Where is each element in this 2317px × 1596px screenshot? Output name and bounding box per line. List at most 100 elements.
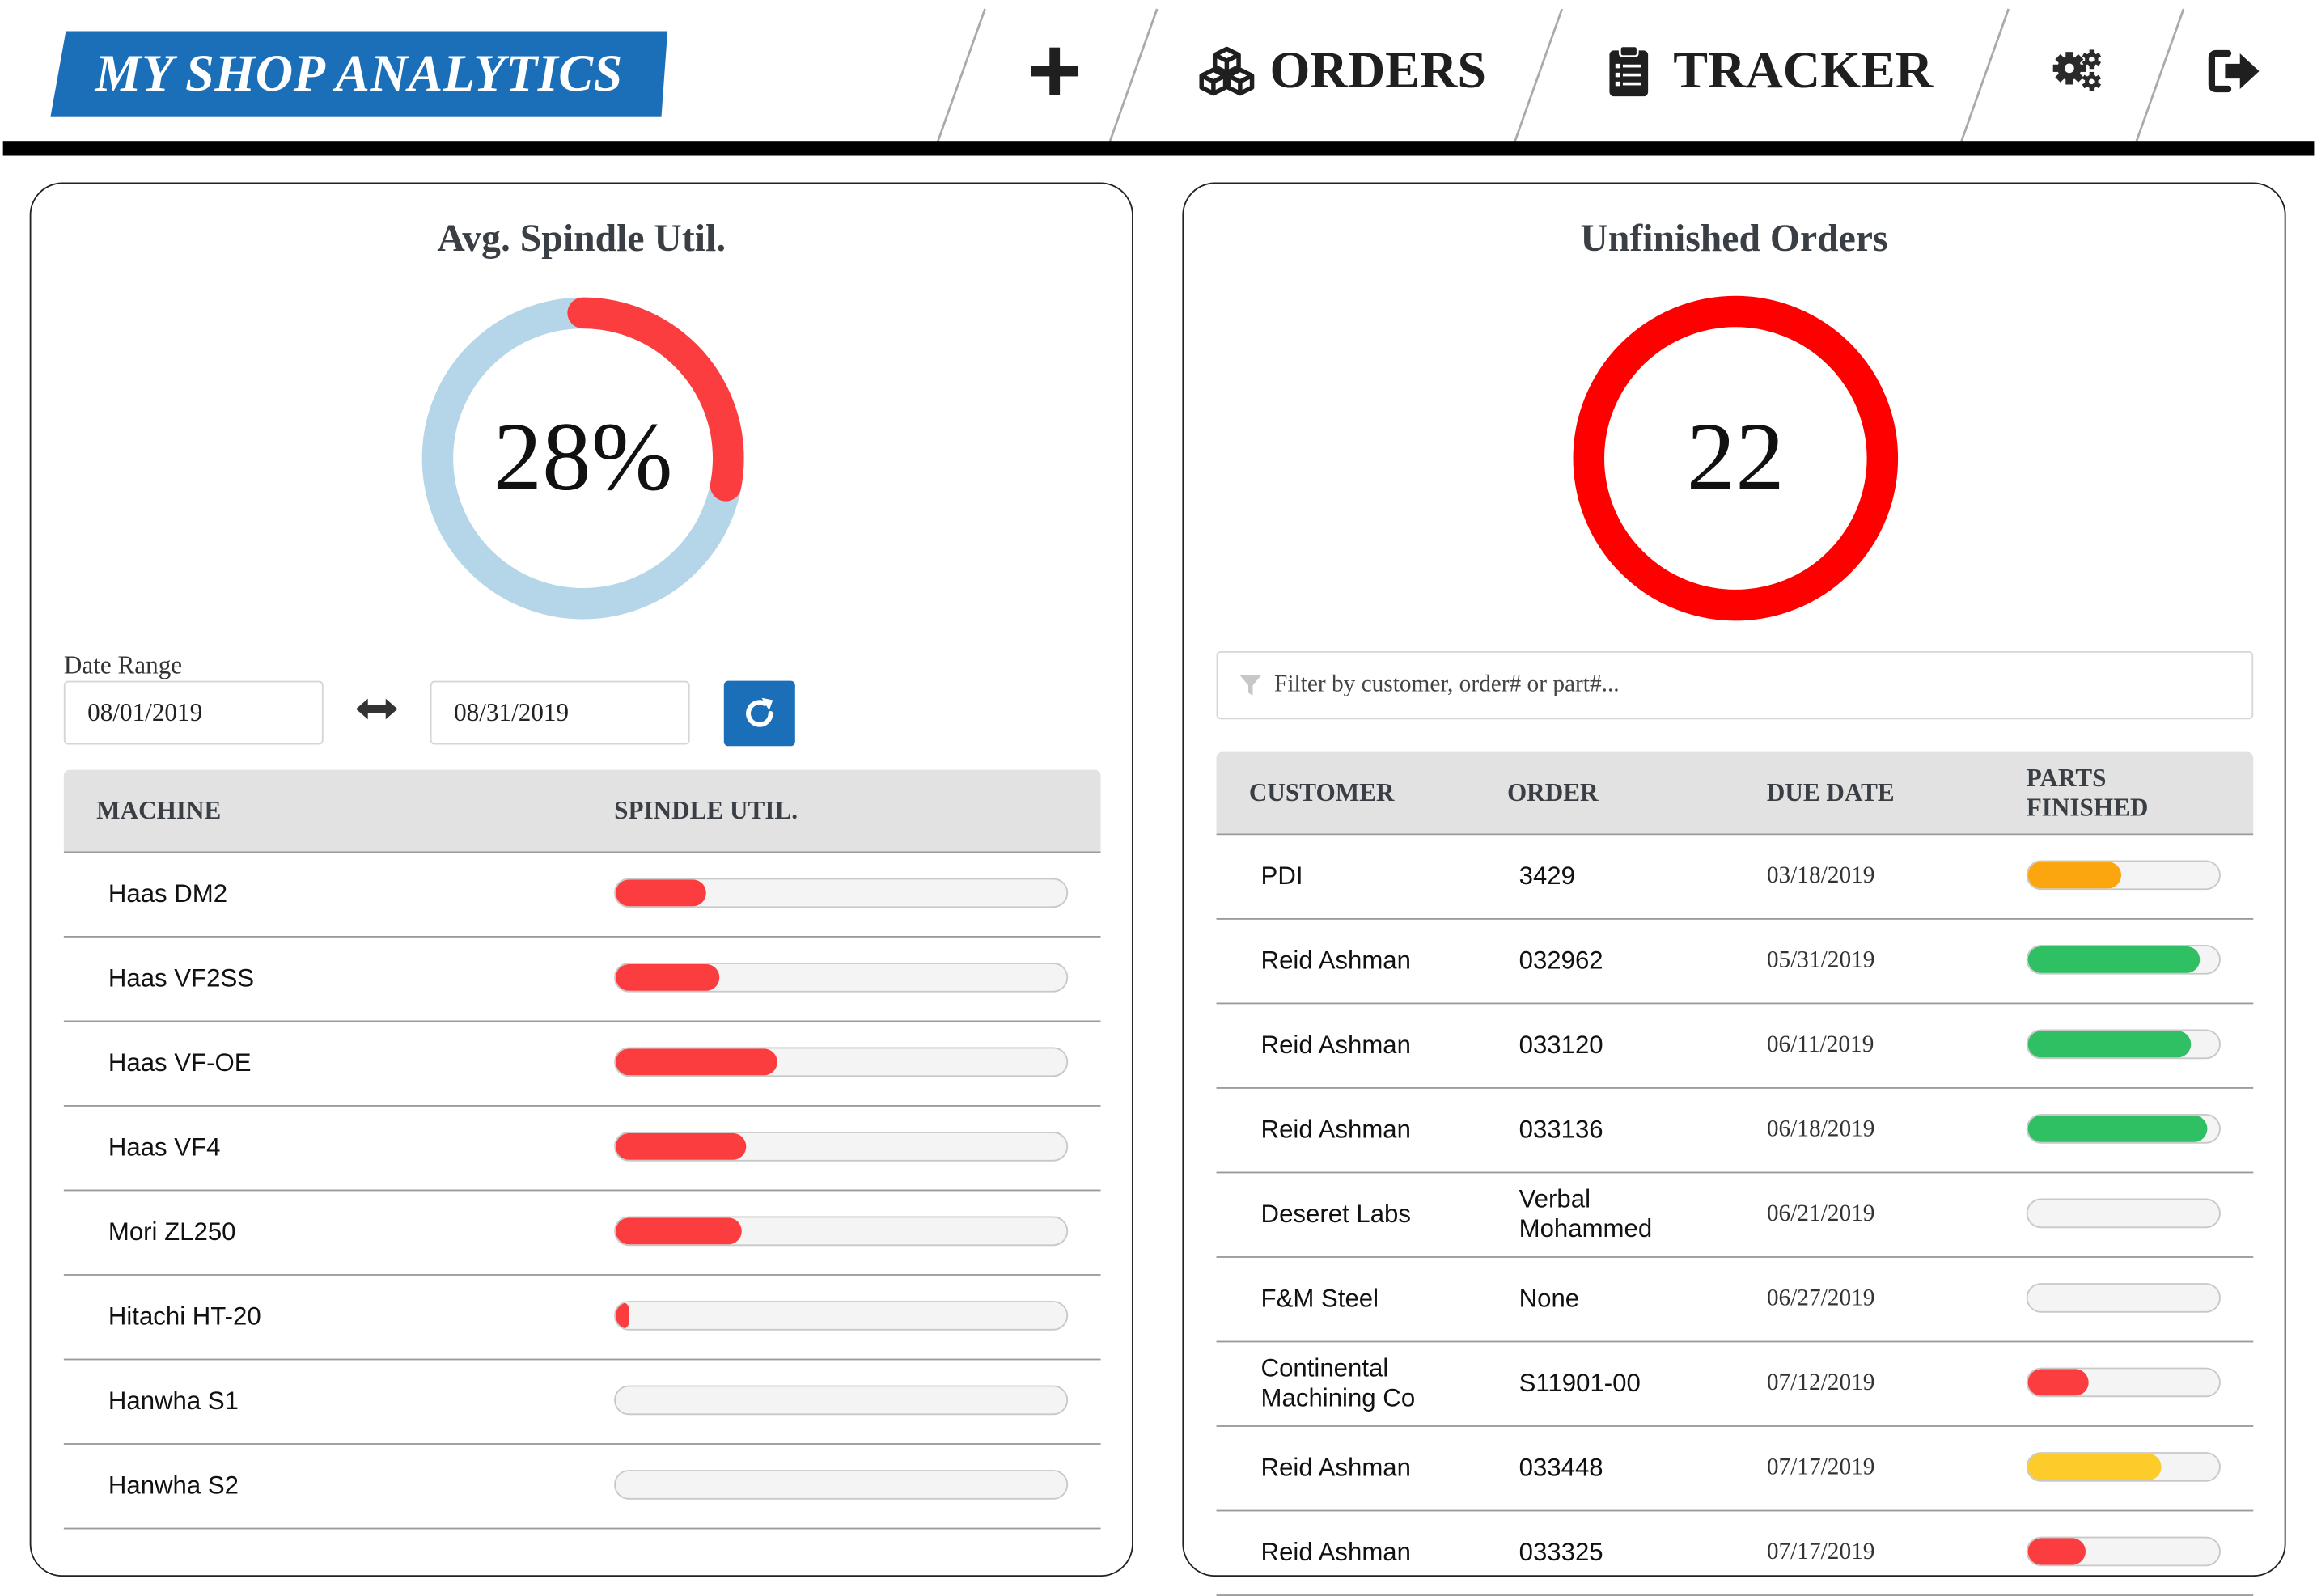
table-row[interactable]: Hitachi HT-20	[63, 1276, 1101, 1361]
nav-divider	[2135, 8, 2185, 143]
machine-name: Hitachi HT-20	[108, 1301, 261, 1330]
gears-icon	[2052, 49, 2102, 91]
parts-finished-bar	[2026, 1198, 2221, 1229]
orders-count-ring: 22	[1573, 295, 1899, 621]
table-row[interactable]: Hanwha S2	[63, 1445, 1101, 1530]
nav-divider	[1108, 8, 1158, 143]
header-divider-bar	[2, 141, 2315, 156]
table-row[interactable]: Reid Ashman 033325 07/17/2019	[1216, 1511, 2254, 1596]
logout-button[interactable]	[2207, 27, 2264, 116]
order-number: 033325	[1519, 1537, 1603, 1566]
order-number: 3429	[1519, 861, 1575, 890]
tracker-nav-button[interactable]: TRACKER	[1608, 27, 1934, 116]
machine-name: Mori ZL250	[108, 1217, 236, 1246]
order-number: Verbal Mohammed	[1519, 1184, 1653, 1243]
due-date: 07/12/2019	[1766, 1370, 1875, 1395]
orders-nav-button[interactable]: ORDERS	[1199, 27, 1486, 116]
due-date: 06/11/2019	[1766, 1031, 1874, 1057]
table-row[interactable]: Reid Ashman 033448 07/17/2019	[1216, 1427, 2254, 1512]
spindle-gauge: 28%	[420, 295, 746, 621]
order-number: S11901-00	[1519, 1368, 1641, 1397]
order-number: None	[1519, 1283, 1580, 1312]
table-row[interactable]: Haas VF2SS	[63, 938, 1101, 1022]
customer-name: F&M Steel	[1260, 1283, 1379, 1312]
table-row[interactable]: Reid Ashman 032962 05/31/2019	[1216, 920, 2254, 1005]
parts-finished-bar-fill	[2027, 1369, 2090, 1396]
customer-name: Reid Ashman	[1260, 1453, 1411, 1481]
table-row[interactable]: Haas VF4	[63, 1107, 1101, 1192]
spindle-gauge-fill	[421, 297, 744, 620]
column-header-customer[interactable]: CUSTOMER	[1248, 777, 1395, 806]
refresh-button[interactable]	[723, 680, 795, 747]
unfinished-orders-card: Unfinished Orders 22 CUSTOMER ORDER DUE …	[1182, 182, 2286, 1596]
spindle-util-bar	[614, 963, 1069, 993]
spindle-util-bar-fill	[615, 1048, 778, 1076]
add-button[interactable]	[1030, 27, 1080, 116]
spindle-util-bar	[614, 1132, 1069, 1162]
order-number: 033448	[1519, 1453, 1603, 1481]
table-row[interactable]: Reid Ashman 033136 06/18/2019	[1216, 1089, 2254, 1174]
machine-table-body: Haas DM2 Haas VF2SS Haas VF-OE Haas VF4 Mori…	[63, 853, 1101, 1530]
parts-finished-bar	[2026, 1114, 2221, 1144]
column-header-order[interactable]: ORDER	[1506, 777, 1599, 806]
machine-table-header: MACHINE SPINDLE UTIL.	[63, 769, 1101, 853]
settings-button[interactable]	[2052, 27, 2105, 116]
machine-name: Haas DM2	[108, 878, 228, 908]
table-row[interactable]: Reid Ashman 033120 06/11/2019	[1216, 1004, 2254, 1089]
due-date: 07/17/2019	[1766, 1454, 1875, 1480]
top-navbar: MY SHOP ANALYTICS ORDERS	[0, 0, 2317, 157]
spindle-util-bar	[614, 1470, 1069, 1500]
orders-count-value: 22	[1686, 403, 1785, 512]
spindle-util-bar	[614, 1385, 1069, 1416]
date-range-label: Date Range	[63, 650, 183, 679]
customer-name: Reid Ashman	[1260, 945, 1411, 974]
table-row[interactable]: PDI 3429 03/18/2019	[1216, 835, 2254, 920]
customer-name: Continental Machining Co	[1260, 1353, 1416, 1412]
order-filter-input[interactable]	[1271, 670, 2252, 701]
parts-finished-bar	[2026, 1283, 2221, 1313]
start-date-input[interactable]	[63, 680, 324, 745]
spindle-util-bar-fill	[615, 1302, 629, 1329]
customer-name: PDI	[1260, 861, 1303, 890]
parts-finished-bar-fill	[2027, 1538, 2086, 1565]
column-header-machine[interactable]: MACHINE	[96, 795, 222, 824]
table-row[interactable]: Deseret Labs Verbal Mohammed 06/21/2019	[1216, 1173, 2254, 1258]
order-filter-box[interactable]	[1216, 650, 2254, 720]
end-date-input[interactable]	[430, 680, 690, 745]
orders-table-body: PDI 3429 03/18/2019 Reid Ashman 032962 05/31/…	[1216, 835, 2254, 1596]
app-logo[interactable]: MY SHOP ANALYTICS	[50, 31, 668, 117]
due-date: 06/18/2019	[1766, 1116, 1875, 1141]
table-row[interactable]: F&M Steel None 06/27/2019	[1216, 1258, 2254, 1343]
spindle-util-bar-fill	[615, 1132, 747, 1160]
nav-divider	[1959, 8, 2010, 143]
machine-table: MACHINE SPINDLE UTIL. Haas DM2 Haas VF2SS…	[63, 769, 1101, 1530]
parts-finished-bar-fill	[2027, 946, 2201, 973]
clipboard-icon	[1609, 44, 1649, 97]
orders-ring-stroke	[1573, 295, 1899, 621]
parts-finished-bar	[2026, 860, 2221, 891]
table-row[interactable]: Mori ZL250	[63, 1191, 1101, 1276]
spindle-gauge-value: 28%	[493, 403, 673, 512]
nav-divider	[936, 8, 986, 143]
tracker-nav-label: TRACKER	[1673, 41, 1934, 99]
column-header-due-date[interactable]: DUE DATE	[1766, 777, 1895, 806]
table-row[interactable]: Haas VF-OE	[63, 1022, 1101, 1107]
machine-name: Haas VF2SS	[108, 963, 255, 992]
table-row[interactable]: Haas DM2	[63, 853, 1101, 938]
plus-icon	[1031, 47, 1079, 95]
customer-name: Deseret Labs	[1260, 1199, 1411, 1228]
orders-card-title: Unfinished Orders	[1580, 216, 1888, 260]
column-header-spindle-util[interactable]: SPINDLE UTIL.	[614, 795, 798, 824]
customer-name: Reid Ashman	[1260, 1537, 1411, 1566]
customer-name: Reid Ashman	[1260, 1114, 1411, 1143]
column-header-parts-finished[interactable]: PARTS FINISHED	[2026, 763, 2149, 821]
order-number: 032962	[1519, 945, 1603, 974]
parts-finished-bar	[2026, 1536, 2221, 1567]
machine-name: Haas VF4	[108, 1132, 221, 1161]
parts-finished-bar-fill	[2027, 1453, 2162, 1480]
customer-name: Reid Ashman	[1260, 1030, 1411, 1059]
parts-finished-bar	[2026, 1367, 2221, 1398]
table-row[interactable]: Continental Machining Co S11901-00 07/12/2…	[1216, 1342, 2254, 1427]
nav-divider	[1513, 8, 1564, 143]
table-row[interactable]: Hanwha S1	[63, 1360, 1101, 1445]
